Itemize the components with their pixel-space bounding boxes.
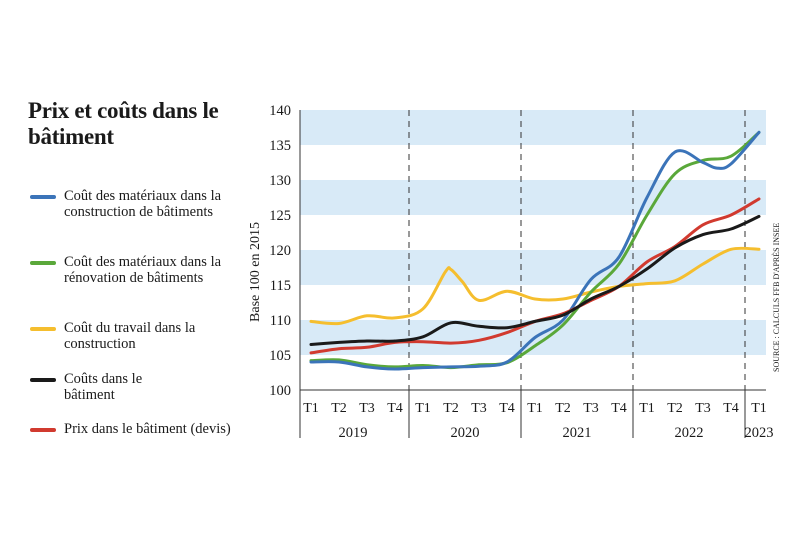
year-label: 2023 xyxy=(745,425,774,441)
legend-label: Coût des matériaux dans la rénovation de… xyxy=(64,254,222,286)
grid-band xyxy=(300,110,766,145)
year-label: 2019 xyxy=(339,425,368,441)
series-line-labor-cost xyxy=(309,246,761,326)
legend-item-building-prices: Prix dans le bâtiment (devis) xyxy=(30,421,304,437)
y-tick-label: 135 xyxy=(269,138,291,154)
grid-band xyxy=(300,180,766,215)
legend-label: Coûts dans le bâtiment xyxy=(64,371,143,403)
y-axis-label: Base 100 en 2015 xyxy=(248,222,263,322)
legend-item-materials-construction: Coût des matériaux dans la construction … xyxy=(30,188,254,220)
legend-swatch xyxy=(30,327,56,331)
x-tick-label: T4 xyxy=(499,401,515,416)
x-tick-label: T2 xyxy=(667,401,683,416)
y-tick-label: 140 xyxy=(269,103,291,119)
y-tick-label: 115 xyxy=(270,278,291,294)
x-tick-label: T2 xyxy=(555,401,571,416)
year-label: 2022 xyxy=(675,425,704,441)
x-tick-label: T4 xyxy=(723,401,739,416)
x-tick-label: T2 xyxy=(443,401,459,416)
series-line-materials-renovation xyxy=(309,130,761,370)
x-tick-label: T3 xyxy=(359,401,375,416)
y-tick-label: 100 xyxy=(269,383,291,399)
legend-swatch xyxy=(30,378,56,382)
grid-band xyxy=(300,250,766,285)
legend-item-materials-renovation: Coût des matériaux dans la rénovation de… xyxy=(30,254,254,286)
x-tick-label: T1 xyxy=(639,401,655,416)
x-tick-label: T3 xyxy=(471,401,487,416)
x-tick-label: T1 xyxy=(303,401,319,416)
legend-item-building-costs: Coûts dans le bâtiment xyxy=(30,371,184,403)
series-line-materials-construction xyxy=(309,130,761,371)
x-tick-label: T4 xyxy=(611,401,627,416)
chart-title: Prix et coûts dans le bâtiment xyxy=(28,98,219,149)
source-note: SOURCE : CALCULS FFB D'APRÈS INSEE xyxy=(771,223,781,372)
x-tick-label: T3 xyxy=(695,401,711,416)
year-label: 2020 xyxy=(451,425,480,441)
legend-label: Prix dans le bâtiment (devis) xyxy=(64,421,231,437)
legend-label: Coût des matériaux dans la construction … xyxy=(64,188,222,220)
legend-swatch xyxy=(30,195,56,199)
series-line-building-costs xyxy=(309,214,761,346)
y-tick-label: 105 xyxy=(269,348,291,364)
legend-swatch xyxy=(30,428,56,432)
y-tick-label: 125 xyxy=(269,208,291,224)
year-label: 2021 xyxy=(563,425,592,441)
y-tick-label: 130 xyxy=(269,173,291,189)
y-tick-label: 110 xyxy=(270,313,291,329)
x-tick-label: T1 xyxy=(751,401,767,416)
x-tick-label: T1 xyxy=(415,401,431,416)
x-tick-label: T1 xyxy=(527,401,543,416)
legend-item-labor-cost: Coût du travail dans la construction xyxy=(30,320,239,352)
legend-label: Coût du travail dans la construction xyxy=(64,320,196,352)
x-tick-label: T4 xyxy=(387,401,403,416)
y-tick-label: 120 xyxy=(269,243,291,259)
x-tick-label: T3 xyxy=(583,401,599,416)
x-tick-label: T2 xyxy=(331,401,347,416)
legend-swatch xyxy=(30,261,56,265)
